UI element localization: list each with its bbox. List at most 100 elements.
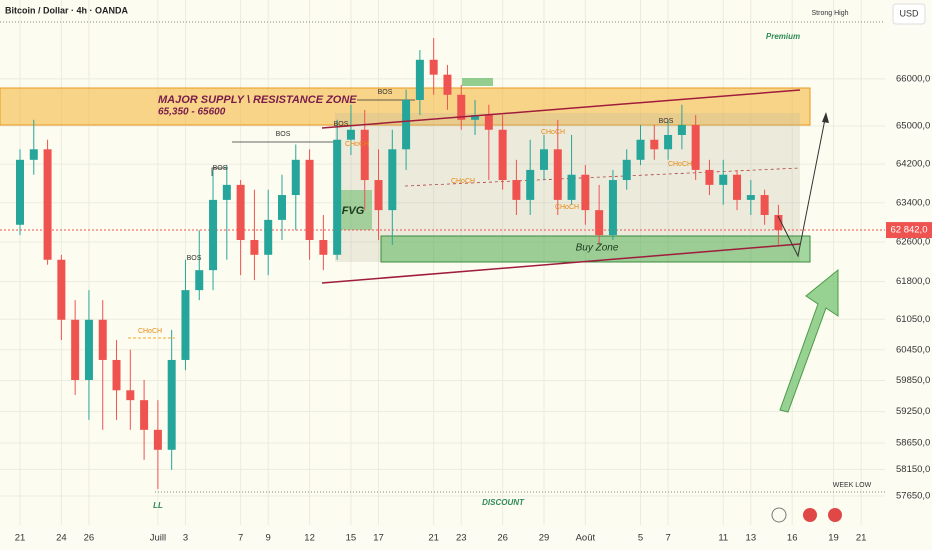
candle-body: [374, 180, 383, 211]
candle-body: [98, 319, 107, 360]
annotation: DISCOUNT: [482, 498, 525, 507]
x-tick-label: 3: [183, 533, 188, 544]
small-zone: [462, 78, 493, 86]
candle-body: [333, 139, 342, 255]
candle-body: [57, 259, 66, 320]
wedge-bottom: [321, 243, 801, 284]
candle-body: [539, 149, 548, 170]
icon[interactable]: [828, 508, 842, 522]
x-tick-label: 21: [15, 533, 26, 544]
y-tick-label: 58150,0: [896, 464, 930, 475]
y-tick-label: 62600,0: [896, 236, 930, 247]
event-icons: [771, 507, 842, 523]
arrowhead: [822, 112, 829, 123]
candle-body: [181, 290, 190, 360]
candle-body: [636, 139, 645, 160]
annotation: 65,350 - 65600: [158, 107, 226, 118]
icon[interactable]: [771, 507, 787, 523]
candle-body: [429, 59, 438, 75]
candle-body: [677, 125, 686, 135]
currency: USD: [899, 8, 919, 18]
candle-body: [319, 239, 328, 255]
time-axis: [0, 525, 885, 550]
x-tick-label: 21: [428, 533, 439, 544]
candle-body: [153, 429, 162, 450]
x-tick-label: 26: [84, 533, 95, 544]
annotation: Strong High: [812, 10, 849, 17]
candle-body: [264, 219, 273, 255]
candle-body: [71, 319, 80, 380]
wedge-top: [321, 89, 801, 129]
x-tick-label: 29: [539, 533, 550, 544]
candle-body: [195, 270, 204, 291]
candle-body: [705, 169, 714, 185]
candle-body: [209, 199, 218, 271]
y-tick-label: 66000,0: [896, 73, 930, 84]
annotation: Premium: [766, 32, 800, 41]
candle-body: [567, 174, 576, 200]
candle-body: [512, 180, 521, 200]
candle-body: [222, 184, 231, 200]
candle-body: [608, 180, 617, 236]
candle-body: [250, 239, 259, 255]
candle-body: [691, 125, 700, 170]
x-tick-label: 9: [266, 533, 271, 544]
candle-body: [733, 174, 742, 200]
annotation: CHoCH: [138, 328, 162, 335]
candle-body: [15, 159, 24, 225]
price-axis: [885, 0, 932, 550]
candle-body: [457, 94, 466, 120]
candle-body: [719, 174, 728, 185]
x-tick-label: 7: [238, 533, 243, 544]
candle-body: [167, 359, 176, 450]
x-tick-label: 23: [456, 533, 467, 544]
y-tick-label: 61800,0: [896, 276, 930, 287]
annotation: FVG: [342, 205, 365, 217]
annotation: CHoCH: [541, 129, 565, 136]
candle-body: [305, 159, 314, 240]
annotation: CHoCH: [451, 178, 475, 185]
x-tick-label: 19: [828, 533, 839, 544]
y-tick-label: 59850,0: [896, 375, 930, 386]
annotation: MAJOR SUPPLY \ RESISTANCE ZONE: [158, 94, 357, 106]
candle-body: [526, 169, 535, 200]
symbol-title: Bitcoin / Dollar · 4h · OANDA: [5, 5, 129, 15]
x-tick-label: 7: [665, 533, 670, 544]
annotation: BOS: [213, 165, 228, 172]
annotation: BOS: [276, 131, 291, 138]
candle-body: [29, 149, 38, 160]
y-tick-label: 58650,0: [896, 437, 930, 448]
candle-body: [277, 195, 286, 220]
candle-body: [43, 149, 52, 260]
annotation: BOS: [659, 118, 674, 125]
candle-body: [388, 149, 397, 211]
annotation: LL: [153, 501, 163, 510]
x-tick-label: 5: [638, 533, 643, 544]
candle-body: [746, 195, 755, 200]
y-tick-label: 57650,0: [896, 490, 930, 501]
annotation: BOS: [378, 89, 393, 96]
y-tick-label: 61050,0: [896, 314, 930, 325]
annotation: CHoCH: [668, 161, 692, 168]
y-tick-label: 64200,0: [896, 159, 930, 170]
last-price-box: [886, 222, 932, 239]
candle-body: [581, 174, 590, 211]
big-green-arrow: [779, 268, 839, 413]
candle-body: [595, 210, 604, 236]
icon[interactable]: [803, 508, 817, 522]
x-tick-label: 16: [787, 533, 798, 544]
x-tick-label: 21: [856, 533, 867, 544]
x-tick-label: Juill: [150, 533, 166, 544]
candle-body: [622, 159, 631, 181]
x-tick-label: 12: [304, 533, 315, 544]
currency-box[interactable]: [892, 3, 926, 25]
candle-body: [126, 390, 135, 401]
x-tick-label: 11: [718, 533, 728, 544]
candle-body: [553, 149, 562, 200]
x-tick-label: 13: [746, 533, 757, 544]
annotation: Buy Zone: [576, 243, 619, 254]
candle-body: [664, 134, 673, 150]
last-price-label: 62 842,0: [891, 225, 928, 236]
candle-body: [402, 99, 411, 150]
x-tick-label: 24: [56, 533, 67, 544]
